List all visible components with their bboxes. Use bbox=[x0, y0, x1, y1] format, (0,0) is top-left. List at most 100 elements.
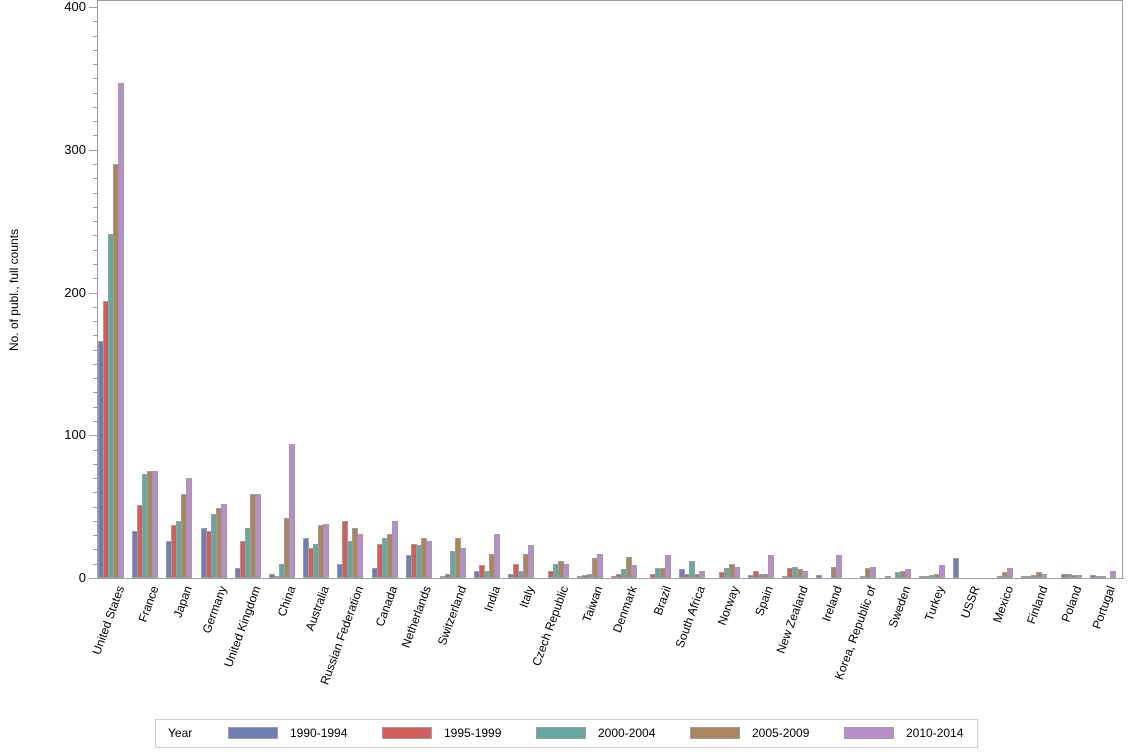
y-tick bbox=[93, 335, 97, 336]
bar bbox=[1075, 575, 1082, 578]
x-tick-label: United Kingdom bbox=[221, 584, 264, 670]
x-tick-label: Canada bbox=[372, 584, 401, 629]
bar bbox=[425, 540, 432, 578]
x-tick-label: Taiwan bbox=[579, 584, 606, 624]
bar bbox=[220, 503, 227, 578]
x-tick-label: Poland bbox=[1058, 584, 1085, 624]
bar bbox=[528, 545, 535, 578]
bar bbox=[494, 533, 501, 578]
y-tick bbox=[93, 250, 97, 251]
legend-swatch bbox=[382, 727, 432, 739]
x-tick-label: India bbox=[480, 584, 503, 614]
bar bbox=[1099, 576, 1106, 578]
bar bbox=[665, 555, 672, 578]
y-tick bbox=[93, 364, 97, 365]
x-tick-label: United States bbox=[88, 584, 127, 657]
bar bbox=[699, 570, 706, 578]
y-tick bbox=[93, 350, 97, 351]
bar bbox=[323, 523, 330, 578]
legend: Year 1990-1994 1995-1999 2000-2004 2005-… bbox=[155, 719, 978, 748]
x-tick-label: Switzerland bbox=[434, 584, 469, 648]
y-tick-label: 200 bbox=[64, 285, 86, 300]
y-tick bbox=[93, 164, 97, 165]
x-tick-label: Turkey bbox=[922, 584, 948, 623]
x-axis-line bbox=[97, 578, 1124, 579]
y-tick bbox=[93, 307, 97, 308]
y-tick bbox=[93, 507, 97, 508]
x-tick-label: Sweden bbox=[885, 584, 914, 630]
legend-swatch bbox=[228, 727, 278, 739]
y-tick bbox=[93, 521, 97, 522]
y-tick bbox=[93, 21, 97, 22]
y-tick bbox=[93, 264, 97, 265]
y-tick bbox=[93, 278, 97, 279]
y-tick bbox=[93, 450, 97, 451]
y-tick bbox=[89, 7, 97, 8]
x-tick-label: Ireland bbox=[818, 584, 845, 624]
bar bbox=[904, 569, 911, 578]
y-tick bbox=[93, 64, 97, 65]
x-tick-label: Mexico bbox=[989, 584, 1016, 625]
bar bbox=[631, 565, 637, 578]
y-tick bbox=[93, 549, 97, 550]
y-tick bbox=[93, 221, 97, 222]
bar bbox=[953, 558, 959, 578]
legend-swatch bbox=[690, 727, 740, 739]
x-tick-label: France bbox=[135, 584, 162, 624]
y-axis-title: No. of publ., full counts bbox=[7, 228, 21, 352]
bar bbox=[1109, 570, 1116, 578]
legend-swatch bbox=[844, 727, 894, 739]
plot-area bbox=[97, 0, 1123, 578]
x-tick-label: Brazil bbox=[650, 584, 674, 617]
x-tick-label: Norway bbox=[714, 584, 742, 628]
legend-label: 1990-1994 bbox=[290, 726, 348, 740]
y-tick-label: 300 bbox=[64, 142, 86, 157]
x-tick-label: Finland bbox=[1023, 584, 1051, 626]
x-tick-label: South Africa bbox=[672, 584, 708, 650]
y-tick bbox=[93, 535, 97, 536]
x-tick-label: Czech Republic bbox=[529, 584, 572, 668]
y-tick bbox=[93, 392, 97, 393]
y-tick bbox=[93, 492, 97, 493]
bar bbox=[357, 533, 364, 578]
y-tick bbox=[93, 78, 97, 79]
bar bbox=[836, 555, 843, 578]
y-tick bbox=[93, 135, 97, 136]
y-tick-label: 100 bbox=[64, 427, 86, 442]
bar bbox=[391, 520, 398, 578]
y-tick-label: 400 bbox=[64, 0, 86, 14]
legend-label: 1995-1999 bbox=[444, 726, 502, 740]
bar bbox=[689, 560, 696, 578]
bar bbox=[816, 575, 823, 578]
legend-title: Year bbox=[168, 726, 193, 740]
x-tick-label: New Zealand bbox=[773, 584, 811, 656]
bar bbox=[884, 576, 891, 578]
bar bbox=[767, 555, 774, 578]
y-tick bbox=[93, 207, 97, 208]
y-tick bbox=[89, 435, 97, 436]
y-tick bbox=[93, 121, 97, 122]
bar bbox=[254, 493, 261, 578]
legend-label: 2010-2014 bbox=[906, 726, 964, 740]
bar bbox=[513, 563, 520, 578]
bar bbox=[802, 570, 808, 578]
y-tick bbox=[93, 421, 97, 422]
bar bbox=[733, 566, 740, 578]
bar bbox=[562, 563, 569, 578]
legend-label: 2005-2009 bbox=[752, 726, 810, 740]
y-tick bbox=[93, 50, 97, 51]
x-tick-label: Spain bbox=[752, 584, 777, 618]
x-tick-label: Portugal bbox=[1089, 584, 1119, 631]
bar bbox=[1007, 568, 1014, 578]
y-tick bbox=[89, 150, 97, 151]
bar bbox=[460, 548, 466, 578]
y-tick bbox=[93, 235, 97, 236]
x-tick-label: Japan bbox=[170, 584, 195, 620]
x-tick-label: Italy bbox=[516, 584, 538, 610]
bar bbox=[1041, 573, 1048, 578]
bar bbox=[152, 470, 159, 578]
x-tick-label: Netherlands bbox=[398, 584, 435, 650]
y-tick bbox=[93, 178, 97, 179]
y-tick bbox=[93, 378, 97, 379]
y-tick-label: 0 bbox=[78, 570, 86, 585]
